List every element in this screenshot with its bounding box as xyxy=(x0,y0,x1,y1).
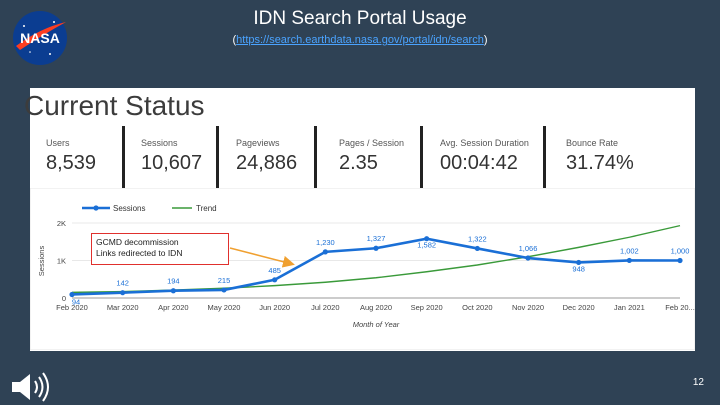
x-tick-label: Jun 2020 xyxy=(259,303,290,312)
portal-link[interactable]: https://search.earthdata.nasa.gov/portal… xyxy=(236,34,484,46)
data-label: 142 xyxy=(116,279,129,288)
data-label: 215 xyxy=(218,276,231,285)
sessions-point xyxy=(170,288,176,294)
x-tick-label: Oct 2020 xyxy=(462,303,492,312)
sessions-point xyxy=(626,257,632,264)
x-tick-label: Jan 2021 xyxy=(614,303,645,312)
paren-close: ) xyxy=(483,34,488,46)
metric-divider xyxy=(216,126,219,188)
data-label: 1,066 xyxy=(519,244,538,253)
x-tick-label: Feb 2020 xyxy=(56,303,88,312)
portal-link-line: (https://search.earthdata.nasa.gov/porta… xyxy=(0,34,720,46)
x-tick-label: Nov 2020 xyxy=(512,303,544,312)
metric-label: Pageviews xyxy=(236,138,280,148)
metric-value: 24,886 xyxy=(236,152,298,174)
sessions-point xyxy=(120,290,126,296)
sessions-point xyxy=(424,236,430,242)
metric-divider xyxy=(122,126,125,188)
x-tick-label: Sep 2020 xyxy=(411,303,443,312)
sessions-point xyxy=(373,245,379,251)
legend-label-sessions: Sessions xyxy=(113,204,145,213)
metric-value: 2.35 xyxy=(339,152,378,174)
data-label: 1,000 xyxy=(671,247,690,256)
nasa-logo-text: NASA xyxy=(20,30,60,46)
metric-bounce-rate: Bounce Rate 31.74% xyxy=(566,138,634,175)
metric-value: 31.74% xyxy=(566,152,634,174)
sessions-point xyxy=(69,291,75,298)
x-tick-label: Feb 20... xyxy=(665,303,695,312)
data-label: 1,322 xyxy=(468,234,487,243)
x-tick-label: May 2020 xyxy=(208,303,241,312)
card-title: Current Status xyxy=(24,90,205,121)
data-label: 948 xyxy=(572,264,585,273)
data-label: 1,002 xyxy=(620,246,639,255)
x-axis-label: Month of Year xyxy=(353,320,400,329)
data-label: 1,582 xyxy=(417,241,436,250)
x-tick-label: Jul 2020 xyxy=(311,303,339,312)
annotation-line-1: GCMD decommission xyxy=(96,237,179,247)
sessions-point xyxy=(677,257,683,264)
metric-pageviews: Pageviews 24,886 xyxy=(236,138,297,175)
legend-label-trend: Trend xyxy=(196,204,217,213)
metric-value: 10,607 xyxy=(141,152,203,174)
metric-avg-session-duration: Avg. Session Duration 00:04:42 xyxy=(440,138,529,175)
x-tick-label: Aug 2020 xyxy=(360,303,392,312)
annotation-box: GCMD decommission Links redirected to ID… xyxy=(91,233,229,265)
paren-open: ( xyxy=(232,34,237,46)
metric-label: Bounce Rate xyxy=(566,138,619,148)
metric-users: Users 8,539 xyxy=(46,138,96,175)
metric-label: Users xyxy=(46,138,70,148)
data-label: 1,327 xyxy=(367,234,386,243)
y-tick-label: 2K xyxy=(57,219,66,228)
sessions-point xyxy=(525,255,531,261)
x-tick-label: Apr 2020 xyxy=(158,303,188,312)
metric-label: Pages / Session xyxy=(339,138,405,148)
metric-sessions: Sessions 10,607 xyxy=(141,138,202,175)
y-tick-label: 0 xyxy=(62,294,66,303)
speaker-icon[interactable] xyxy=(8,370,52,404)
y-tick-label: 1K xyxy=(57,257,66,266)
annotation-line-2: Links redirected to IDN xyxy=(96,248,183,258)
metric-divider xyxy=(543,126,546,188)
sessions-point xyxy=(221,287,227,293)
y-axis-label: Sessions xyxy=(37,246,46,277)
annotation-arrow xyxy=(229,247,295,268)
data-label: 485 xyxy=(268,266,281,275)
x-tick-label: Mar 2020 xyxy=(107,303,139,312)
slide-title: IDN Search Portal Usage xyxy=(253,8,467,29)
x-tick-label: Dec 2020 xyxy=(563,303,595,312)
nasa-logo: NASA xyxy=(13,11,67,65)
legend-marker-sessions xyxy=(93,205,99,211)
metric-pages-per-session: Pages / Session 2.35 xyxy=(339,138,404,175)
metric-value: 8,539 xyxy=(46,152,97,174)
metric-divider xyxy=(314,126,317,188)
sessions-point xyxy=(576,259,582,266)
data-label: 94 xyxy=(72,297,80,306)
sessions-line-chart: 0 1K 2K Sessions Month of Year Feb 2020 Mar 20… xyxy=(30,188,695,350)
sessions-point xyxy=(474,245,480,252)
sessions-point xyxy=(322,249,328,255)
sessions-point xyxy=(272,277,278,283)
page-number: 12 xyxy=(692,377,704,388)
metric-label: Avg. Session Duration xyxy=(440,138,529,148)
data-label: 1,230 xyxy=(316,238,335,247)
metric-label: Sessions xyxy=(141,138,178,148)
metric-value: 00:04:42 xyxy=(440,152,518,174)
data-label: 194 xyxy=(167,277,180,286)
metric-divider xyxy=(420,126,423,188)
